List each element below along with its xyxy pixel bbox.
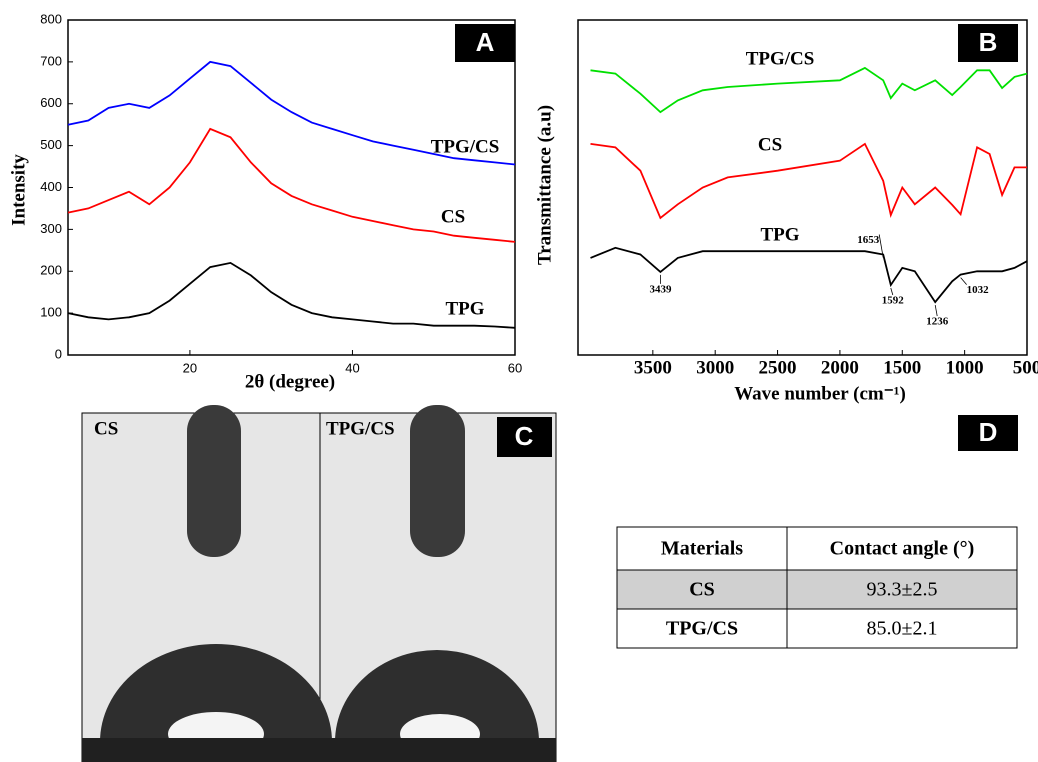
- y-axis-label: Intensity: [8, 154, 29, 226]
- x-axis-label: Wave number (cm⁻¹): [734, 383, 906, 404]
- needle: [187, 405, 241, 557]
- x-tick-label: 2000: [821, 357, 859, 378]
- series-line: [590, 66, 1028, 114]
- series-label: CS: [441, 206, 465, 227]
- table-cell: 93.3±2.5: [867, 579, 938, 601]
- y-tick-label: 100: [40, 305, 62, 320]
- y-tick-label: 500: [40, 137, 62, 152]
- photo-label: TPG/CS: [326, 418, 395, 439]
- y-tick-label: 800: [40, 11, 62, 26]
- annotation-leader: [934, 304, 938, 317]
- y-tick-label: 300: [40, 221, 62, 236]
- x-tick-label: 500: [1013, 357, 1038, 378]
- y-tick-label: 200: [40, 263, 62, 278]
- x-axis-label: 2θ (degree): [245, 371, 335, 392]
- table-header: Contact angle (°): [830, 538, 975, 560]
- series-label: CS: [758, 134, 782, 155]
- droplet: [100, 644, 332, 742]
- series-line: [590, 142, 1027, 220]
- contact-angle-table: D Materials Contact angle (°) CS 93.3±2.…: [616, 415, 1018, 649]
- x-tick-label: 20: [183, 360, 197, 375]
- panel-badge: [497, 417, 552, 457]
- table-cell: TPG/CS: [666, 618, 738, 640]
- annotation: 1653: [857, 234, 880, 246]
- series-line: [67, 60, 516, 166]
- substrate: [82, 738, 556, 762]
- annotation: 3439: [649, 283, 672, 295]
- x-tick-label: 40: [345, 360, 359, 375]
- plot-frame: [577, 19, 1028, 356]
- panel-label: D: [979, 417, 998, 447]
- x-tick-label: 1000: [946, 357, 984, 378]
- contact-angle-photo: CS TPG/CS C: [81, 405, 557, 762]
- y-axis-label: Transmittance (a.u): [534, 105, 555, 265]
- droplet: [335, 650, 539, 742]
- x-tick-label: 2500: [759, 357, 797, 378]
- annotation-leader: [890, 287, 894, 296]
- table-cell: CS: [689, 579, 715, 601]
- x-tick-label: 3500: [634, 357, 672, 378]
- annotation-leader: [960, 277, 967, 285]
- needle: [410, 405, 465, 557]
- x-tick-label: 1500: [883, 357, 921, 378]
- series-label: TPG: [445, 298, 484, 319]
- y-tick-label: 700: [40, 53, 62, 68]
- x-tick-label: 3000: [696, 357, 734, 378]
- panel-label: A: [476, 27, 495, 57]
- panel-badge: [958, 415, 1018, 451]
- x-tick-label: 60: [508, 360, 522, 375]
- table-cell: 85.0±2.1: [867, 618, 938, 640]
- panel-label: C: [515, 421, 534, 451]
- photo-label: CS: [94, 418, 118, 439]
- y-tick-label: 0: [55, 346, 62, 361]
- panel-badge: [958, 24, 1018, 62]
- annotation: 1592: [882, 295, 905, 307]
- series-line: [67, 261, 516, 329]
- table-border: [616, 526, 1018, 649]
- series-line: [590, 246, 1028, 304]
- annotation: 1236: [926, 316, 949, 328]
- series-label: TPG/CS: [746, 48, 815, 69]
- series-label: TPG/CS: [431, 136, 500, 157]
- y-tick-label: 600: [40, 95, 62, 110]
- panel-label: B: [979, 27, 998, 57]
- table-header: Materials: [661, 538, 743, 560]
- annotation: 1032: [967, 284, 990, 296]
- series-line: [67, 127, 516, 243]
- row-shade: [617, 570, 1017, 609]
- y-tick-label: 400: [40, 179, 62, 194]
- series-label: TPG: [760, 224, 799, 245]
- panel-badge: [455, 24, 515, 62]
- annotation-leader: [878, 234, 884, 258]
